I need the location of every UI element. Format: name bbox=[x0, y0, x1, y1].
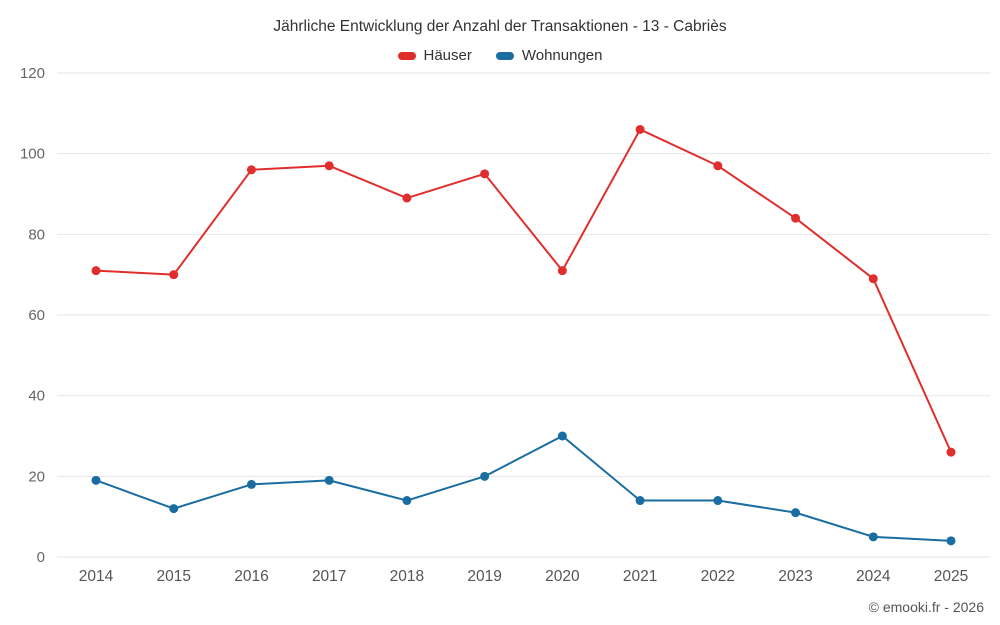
data-point-häuser-2019 bbox=[480, 169, 490, 179]
data-point-wohnungen-2017 bbox=[324, 475, 334, 485]
data-point-häuser-2014 bbox=[91, 266, 101, 276]
x-axis-label-2020: 2020 bbox=[545, 568, 580, 585]
y-axis-label-60: 60 bbox=[28, 307, 45, 324]
data-point-wohnungen-2024 bbox=[868, 532, 878, 542]
data-point-häuser-2025 bbox=[946, 447, 956, 457]
data-point-wohnungen-2020 bbox=[557, 431, 567, 441]
legend-label-wohnungen: Wohnungen bbox=[521, 47, 603, 64]
y-axis-label-120: 120 bbox=[20, 65, 45, 82]
data-point-wohnungen-2022 bbox=[713, 496, 723, 506]
data-point-häuser-2018 bbox=[402, 193, 412, 203]
data-point-häuser-2015 bbox=[169, 270, 179, 280]
data-point-häuser-2023 bbox=[791, 213, 801, 223]
legend-item-haeuser[interactable]: Häuser bbox=[397, 47, 472, 64]
series-line-wohnungen bbox=[95, 435, 952, 542]
chart-title: Jährliche Entwicklung der Anzahl der Tra… bbox=[273, 18, 727, 35]
x-axis-label-2022: 2022 bbox=[701, 568, 735, 585]
data-point-häuser-2024 bbox=[868, 274, 878, 284]
x-axis-label-2025: 2025 bbox=[934, 568, 968, 585]
y-axis-label-40: 40 bbox=[28, 388, 45, 405]
series-line-häuser bbox=[95, 128, 952, 454]
y-axis-label-100: 100 bbox=[20, 146, 45, 163]
legend-item-wohnungen[interactable]: Wohnungen bbox=[495, 47, 603, 64]
data-point-wohnungen-2014 bbox=[91, 475, 101, 485]
legend-marker-wohnungen bbox=[495, 51, 514, 60]
x-axis-label-2016: 2016 bbox=[234, 568, 268, 585]
x-axis-label-2018: 2018 bbox=[390, 568, 424, 585]
data-point-wohnungen-2025 bbox=[946, 536, 956, 546]
data-point-wohnungen-2015 bbox=[169, 504, 179, 514]
x-axis-label-2023: 2023 bbox=[778, 568, 812, 585]
y-axis-label-20: 20 bbox=[28, 468, 45, 485]
y-axis-label-0: 0 bbox=[37, 549, 45, 566]
x-axis-label-2014: 2014 bbox=[79, 568, 114, 585]
y-axis-label-80: 80 bbox=[28, 226, 45, 243]
data-point-häuser-2021 bbox=[635, 124, 645, 134]
x-axis-label-2021: 2021 bbox=[623, 568, 657, 585]
data-point-häuser-2017 bbox=[324, 161, 334, 171]
copyright-text: © emooki.fr - 2026 bbox=[868, 599, 984, 615]
legend: Häuser Wohnungen bbox=[0, 47, 1000, 64]
data-point-wohnungen-2018 bbox=[402, 496, 412, 506]
data-point-wohnungen-2016 bbox=[246, 479, 256, 489]
x-axis-label-2024: 2024 bbox=[856, 568, 891, 585]
data-point-häuser-2020 bbox=[557, 266, 567, 276]
legend-label-haeuser: Häuser bbox=[423, 47, 472, 64]
data-point-häuser-2016 bbox=[246, 165, 256, 175]
data-point-häuser-2022 bbox=[713, 161, 723, 171]
data-point-wohnungen-2019 bbox=[480, 471, 490, 481]
x-axis-label-2015: 2015 bbox=[156, 568, 190, 585]
x-axis-label-2017: 2017 bbox=[312, 568, 346, 585]
legend-marker-haeuser bbox=[397, 51, 416, 60]
data-point-wohnungen-2023 bbox=[791, 508, 801, 518]
x-axis-label-2019: 2019 bbox=[467, 568, 501, 585]
data-point-wohnungen-2021 bbox=[635, 496, 645, 506]
